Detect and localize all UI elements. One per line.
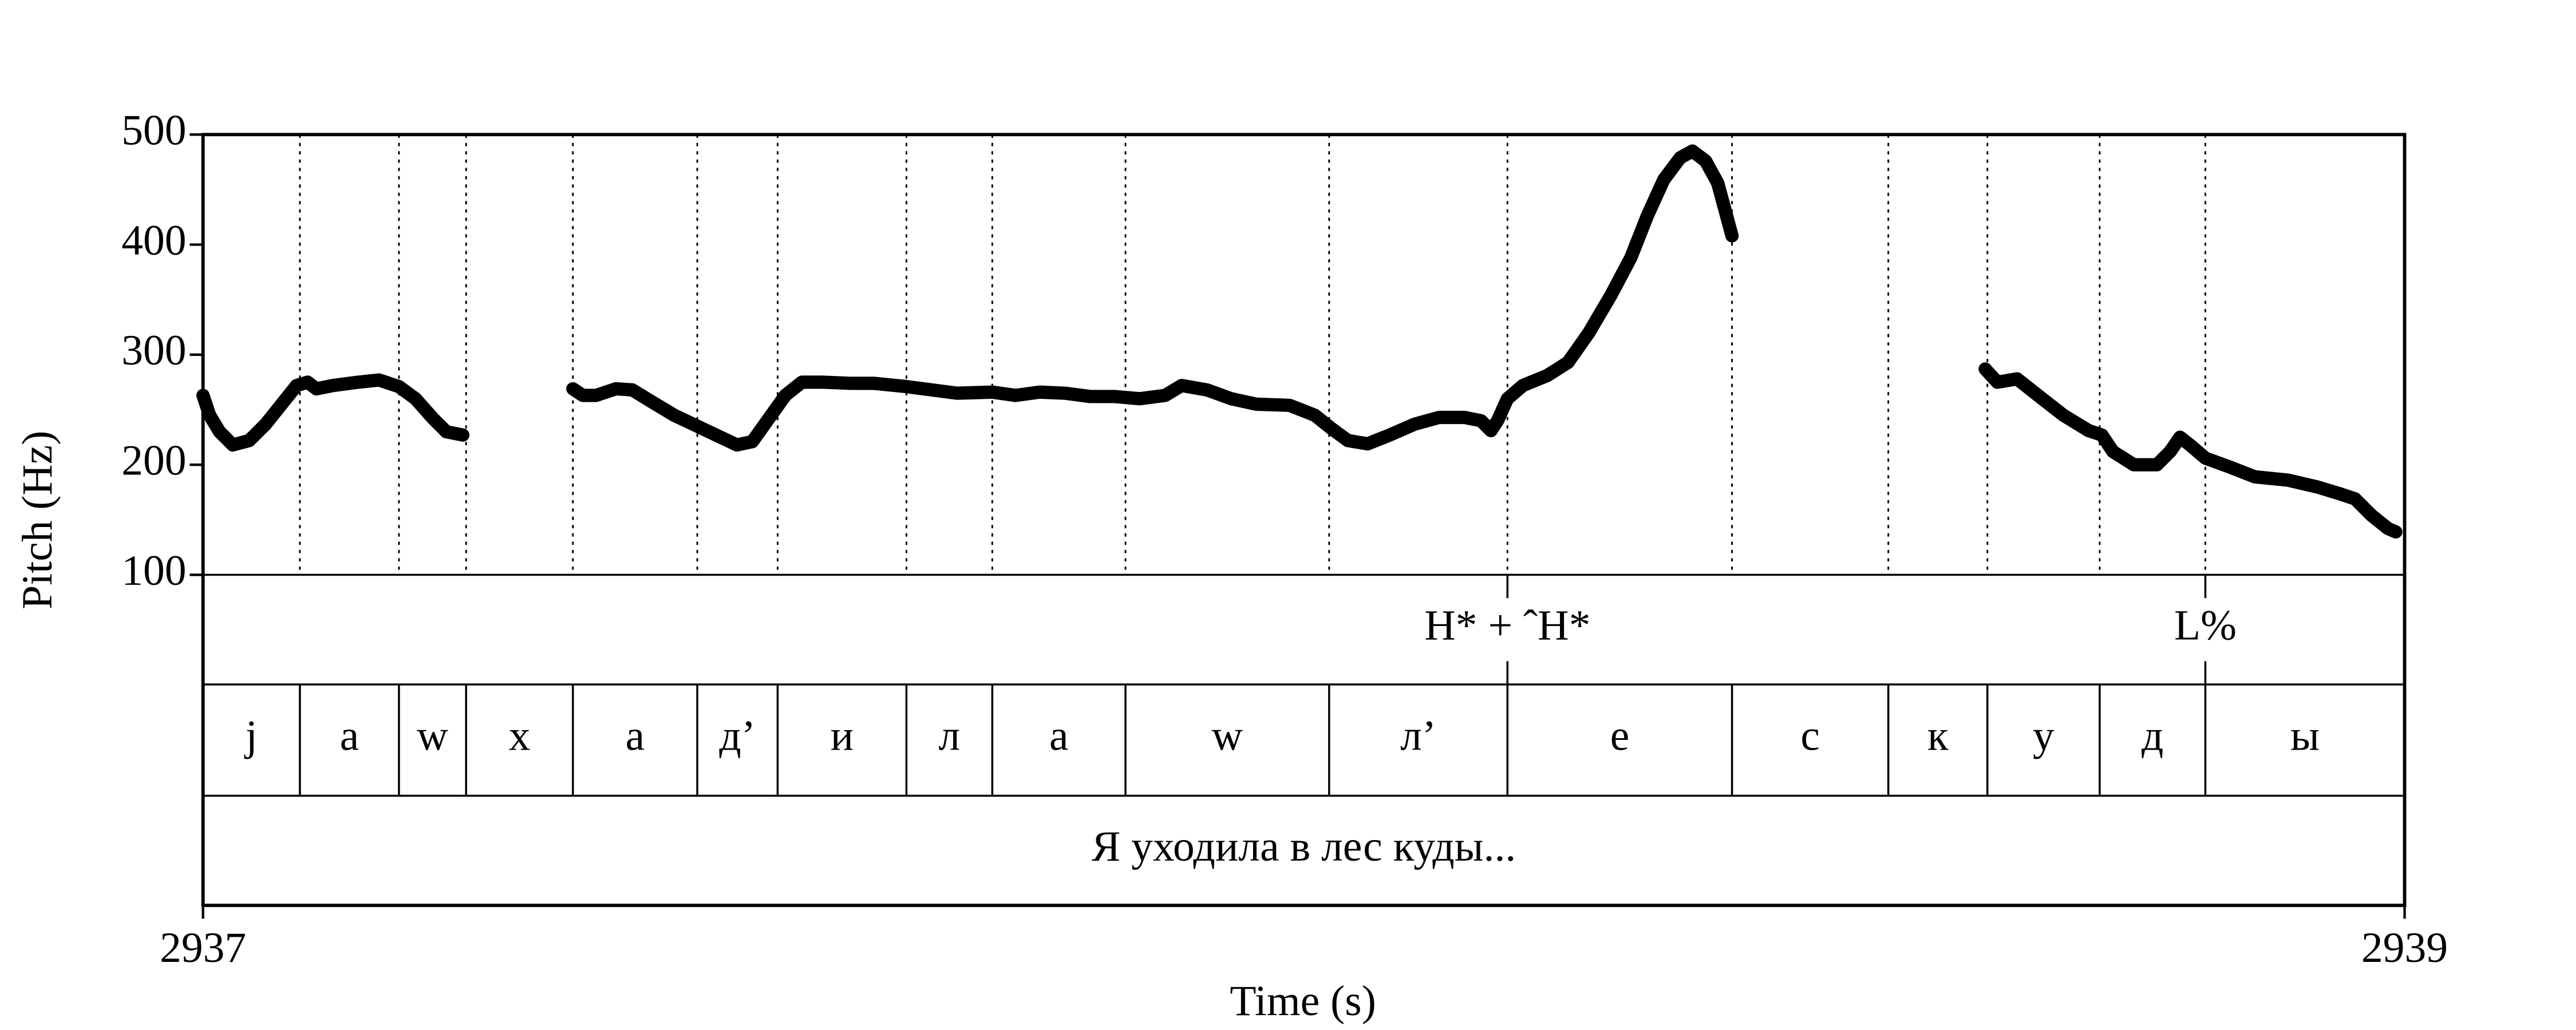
segment-label: а <box>1049 712 1069 760</box>
segment-label: и <box>831 712 854 760</box>
y-tick-label: 400 <box>121 217 186 264</box>
segment-label: к <box>1927 712 1949 760</box>
segment-label: л’ <box>1400 712 1436 760</box>
segment-label: д <box>2142 712 2163 760</box>
segment-label: е <box>1610 712 1630 760</box>
segment-label: с <box>1800 712 1820 760</box>
segment-label: л <box>939 712 961 760</box>
y-tick-label: 100 <box>121 547 186 595</box>
x-tick-label: 2937 <box>160 924 246 972</box>
tone-label: H* + ˆH* <box>1424 602 1590 649</box>
plot-frame <box>201 133 2407 908</box>
x-axis-label: Time (s) <box>1230 977 1376 1025</box>
segment-label: у <box>2033 712 2055 760</box>
y-tick-label: 300 <box>121 327 186 374</box>
segment-label: ы <box>2290 712 2320 760</box>
x-tick-label: 2939 <box>2361 924 2448 972</box>
segment-label: w <box>417 712 448 760</box>
segment-label: д’ <box>719 712 756 760</box>
sentence-label: Я уходила в лес куды... <box>1092 823 1516 870</box>
segment-label: w <box>1212 712 1243 760</box>
segment-label: а <box>626 712 645 760</box>
y-tick-label: 200 <box>121 437 186 485</box>
segment-label: j <box>244 712 258 760</box>
pitch-contour <box>196 144 2403 539</box>
tone-label: L% <box>2174 602 2237 649</box>
y-axis-label: Pitch (Hz) <box>14 431 61 609</box>
segment-label: х <box>509 712 531 760</box>
y-tick-label: 500 <box>121 107 186 154</box>
segment-label: а <box>340 712 359 760</box>
